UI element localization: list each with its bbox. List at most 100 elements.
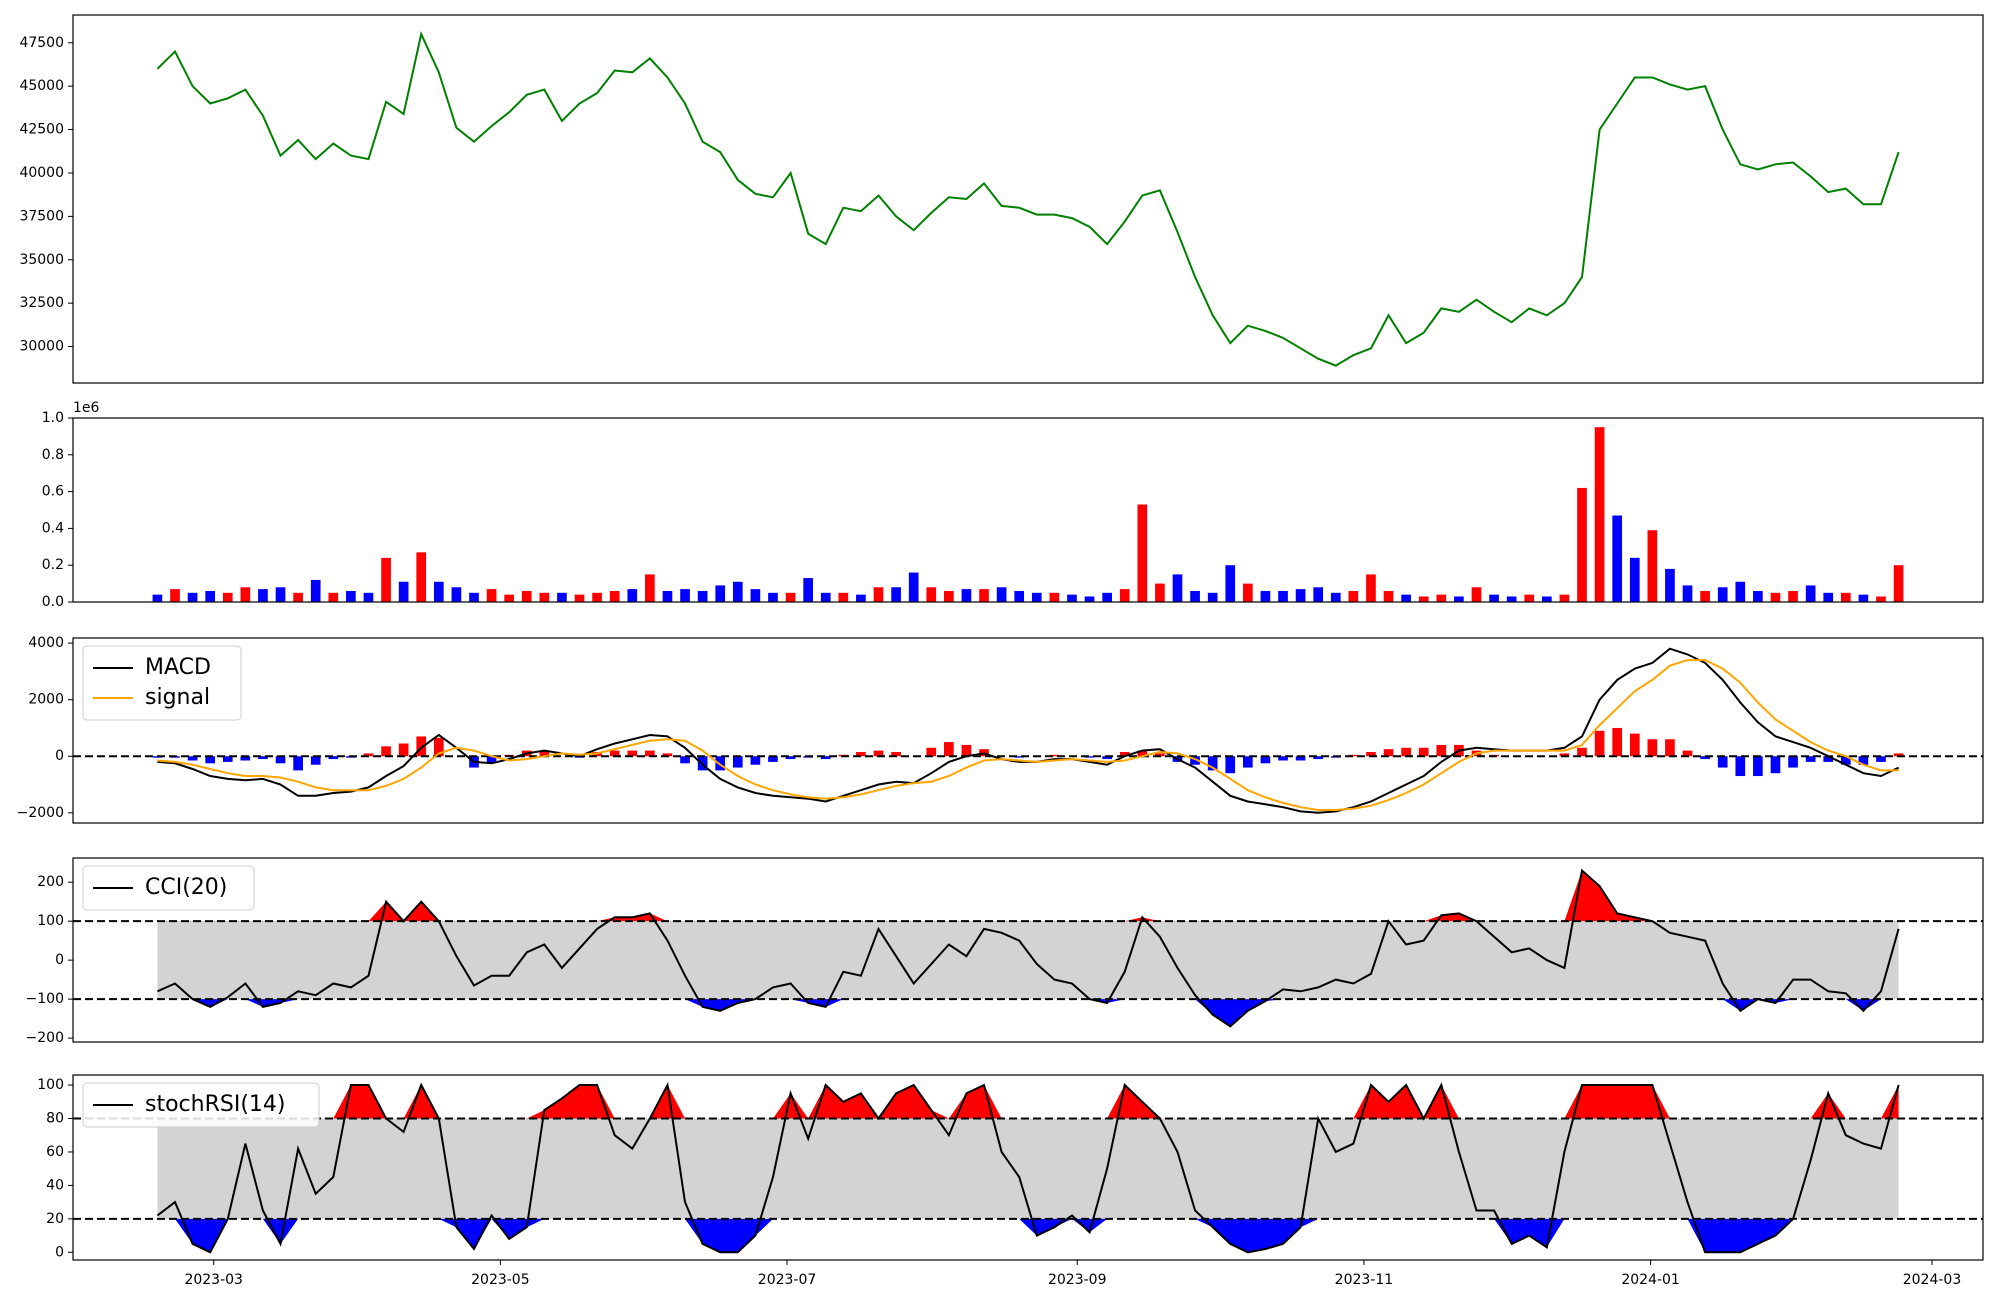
y-tick-label: 1.0 xyxy=(42,410,64,426)
histogram-bar xyxy=(609,750,620,757)
y-tick-label: 30000 xyxy=(19,339,64,355)
volume-bar xyxy=(592,592,602,602)
volume-bar xyxy=(1137,504,1148,602)
volume-bar xyxy=(1577,487,1587,602)
y-tick-label: 45000 xyxy=(19,78,64,94)
volume-bar xyxy=(469,592,479,602)
histogram-bar xyxy=(1805,756,1816,762)
volume-bar xyxy=(1647,530,1658,602)
histogram-bar xyxy=(187,756,198,761)
y-tick-label: 40 xyxy=(46,1177,64,1193)
histogram-bar xyxy=(222,756,233,762)
histogram-bar xyxy=(1770,756,1781,774)
histogram-bar xyxy=(856,751,866,757)
volume-bar xyxy=(627,589,638,602)
volume-bar xyxy=(1172,574,1183,602)
overbought-fill xyxy=(157,1085,1899,1119)
histogram-bar xyxy=(1155,753,1165,757)
volume-bar xyxy=(539,592,550,602)
overbought-fill xyxy=(157,870,1899,922)
series-line xyxy=(157,647,1900,814)
neutral-band xyxy=(157,921,1899,1000)
y-tick-label: 60 xyxy=(46,1144,64,1160)
volume-bar xyxy=(1471,587,1482,602)
volume-bar xyxy=(504,594,515,602)
legend-label: CCI(20) xyxy=(145,875,227,900)
volume-bar xyxy=(838,592,849,602)
volume-bar xyxy=(1753,590,1763,602)
volume-bar xyxy=(1031,592,1042,602)
y-tick-label: 100 xyxy=(37,913,64,929)
volume-bar xyxy=(1330,592,1341,602)
volume-bar xyxy=(785,592,796,602)
series-line xyxy=(157,659,1899,811)
histogram-bar xyxy=(1137,750,1148,757)
histogram-bar xyxy=(1295,756,1306,761)
volume-bar xyxy=(1770,592,1781,602)
y-tick-label: 0.2 xyxy=(42,557,64,573)
axis-offset-label: 1e6 xyxy=(73,400,100,416)
histogram-bar xyxy=(1436,744,1447,757)
volume-bar xyxy=(891,587,901,602)
volume-bar xyxy=(1524,594,1535,602)
legend-label: signal xyxy=(145,685,210,710)
histogram-bar xyxy=(680,756,690,764)
volume-bar xyxy=(346,590,356,602)
volume-bar xyxy=(662,590,673,602)
histogram-bar xyxy=(1647,739,1658,757)
histogram-bar xyxy=(1119,751,1130,757)
histogram-bar xyxy=(891,751,901,757)
volume-bar xyxy=(1383,590,1394,602)
histogram-bar xyxy=(645,750,655,757)
volume-bar xyxy=(1559,594,1570,602)
volume-bar xyxy=(979,589,989,602)
histogram-bar xyxy=(1559,753,1570,757)
histogram-bar xyxy=(1788,756,1798,768)
volume-bar xyxy=(1612,515,1623,602)
histogram-bar xyxy=(486,756,497,764)
histogram-bar xyxy=(820,756,831,760)
histogram-bar xyxy=(944,742,954,757)
series-line xyxy=(156,868,1900,1028)
volume-bar xyxy=(451,587,462,602)
volume-bar xyxy=(1067,594,1077,602)
volume-bar xyxy=(557,592,567,602)
volume-bar xyxy=(1840,592,1851,602)
volume-bar xyxy=(1119,589,1130,602)
volume-bar xyxy=(170,589,180,602)
histogram-bar xyxy=(1243,756,1253,768)
volume-bar xyxy=(1735,581,1746,602)
y-tick-label: 2000 xyxy=(28,692,64,708)
histogram-bar xyxy=(1383,749,1394,757)
volume-bar xyxy=(1665,568,1675,602)
histogram-bar xyxy=(1700,756,1710,760)
histogram-bar xyxy=(1717,756,1728,768)
volume-bar xyxy=(1506,596,1517,602)
y-tick-label: 42500 xyxy=(19,122,64,138)
volume-bar xyxy=(1295,589,1306,602)
histogram-bar xyxy=(205,756,216,764)
volume-bar xyxy=(240,587,251,602)
volume-bar xyxy=(750,589,761,602)
volume-bar xyxy=(486,589,497,602)
volume-bar xyxy=(416,552,427,602)
panel-frame xyxy=(72,857,1984,1043)
histogram-bar xyxy=(627,750,638,757)
volume-bar xyxy=(768,592,778,602)
y-tick-label: −200 xyxy=(26,1030,64,1046)
histogram-bar xyxy=(1682,750,1693,757)
histogram-bar xyxy=(398,743,409,757)
volume-bar xyxy=(1207,592,1218,602)
y-tick-label: 200 xyxy=(37,874,64,890)
volume-bar xyxy=(363,592,374,602)
histogram-bar xyxy=(1260,756,1271,764)
volume-bar xyxy=(1436,594,1447,602)
histogram-bar xyxy=(275,756,286,764)
volume-bar xyxy=(996,587,1007,602)
histogram-bar xyxy=(750,756,761,765)
histogram-bar xyxy=(1366,751,1376,757)
volume-bar xyxy=(1805,585,1816,602)
y-tick-label: 0.4 xyxy=(42,520,64,536)
histogram-bar xyxy=(1629,733,1640,757)
histogram-bar xyxy=(433,737,444,757)
